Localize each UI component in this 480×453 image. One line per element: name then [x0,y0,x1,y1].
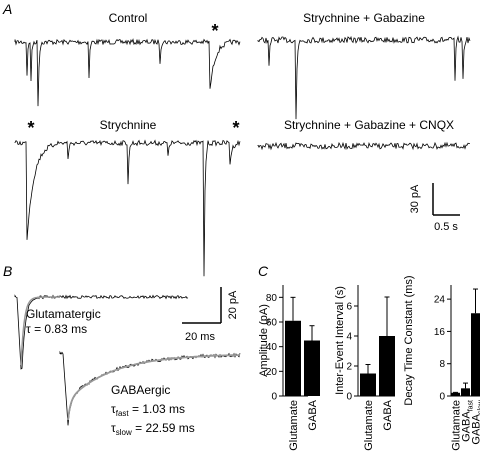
trace-strychnine-gabazine-cnqx [257,141,471,151]
y-tick-label: 6 [346,302,352,313]
scale-bar-b: 20 pA 20 ms [182,287,239,343]
bar-gaba-slow [471,313,480,396]
asterisk-strychnine-right: * [232,118,239,138]
panel-letter-a: A [2,1,12,17]
asterisk-strychnine-left: * [27,118,34,138]
trace-strychnine-gabazine [257,35,471,120]
trace-label-strychnine-gabazine: Strychnine + Gabazine [303,11,425,25]
glutamatergic-trace [14,294,189,370]
scale-bar-b-y-label: 20 pA [227,290,239,319]
trace-strychnine [14,139,241,277]
y-tick-label: 0 [346,392,352,403]
bar-gaba [379,336,395,396]
y-tick-label: 0 [271,392,277,403]
scale-bar-a-y-label: 30 pA [409,184,421,213]
y-tick-label: 0 [439,392,445,403]
trace-label-strychnine-gabazine-cnqx: Strychnine + Gabazine + CNQX [284,118,454,132]
glutamatergic-tau: τ = 0.83 ms [26,322,87,336]
category-label: GABAslow [471,399,480,445]
bar-gaba-fast [461,388,470,396]
glutamatergic-fit [20,296,60,366]
y-tick-label: 80 [266,293,278,304]
gabaergic-fit [67,354,240,421]
category-label: Glutamate [288,400,300,451]
y-axis-label: Decay Time Constant (ms) [403,275,415,405]
category-label: Glutamate [451,400,463,451]
gabaergic-tau-slow: τslow = 22.59 ms [111,421,195,437]
y-tick-label: 16 [434,327,446,338]
scale-bar-b-x-label: 20 ms [185,331,215,343]
bar-glutamate [360,373,376,396]
scale-bar-a-x-label: 0.5 s [434,221,458,233]
y-tick-label: 60 [266,318,278,329]
panel-letter-b: B [3,263,12,279]
y-tick-label: 4 [346,332,352,343]
y-axis-label: Amplitude (pA) [258,304,270,377]
y-tick-label: 20 [266,367,278,378]
y-tick-label: 24 [434,295,446,306]
bar-glutamate [285,320,301,396]
panel-letter-c: C [258,263,269,279]
trace-label-control: Control [109,11,148,25]
category-label: GABA [382,399,394,430]
gabaergic-tau-fast: τfast = 1.03 ms [111,402,185,418]
gabaergic-label: GABAergic [111,383,170,397]
bar-gaba [304,340,320,396]
panel-a: Control Strychnine + Gabazine Strychnine… [14,11,471,277]
scale-bar-a: 30 pA 0.5 s [409,183,460,233]
bar-glutamate-main [451,392,460,396]
asterisk-control: * [211,21,218,41]
y-tick-label: 40 [266,342,278,353]
category-label: GABAfast [461,400,475,442]
y-tick-label: 2 [346,362,352,373]
category-label: GABA [307,399,319,430]
trace-control [14,38,241,107]
trace-label-strychnine: Strychnine [100,118,157,132]
y-tick-label: 8 [439,359,445,370]
category-label: Glutamate [363,400,375,451]
y-axis-label: Inter-Event Interval (s) [334,286,346,395]
glutamatergic-label: Glutamatergic [26,307,101,321]
panel-b: Glutamatergic τ = 0.83 ms GABAergic τfas… [14,287,241,437]
